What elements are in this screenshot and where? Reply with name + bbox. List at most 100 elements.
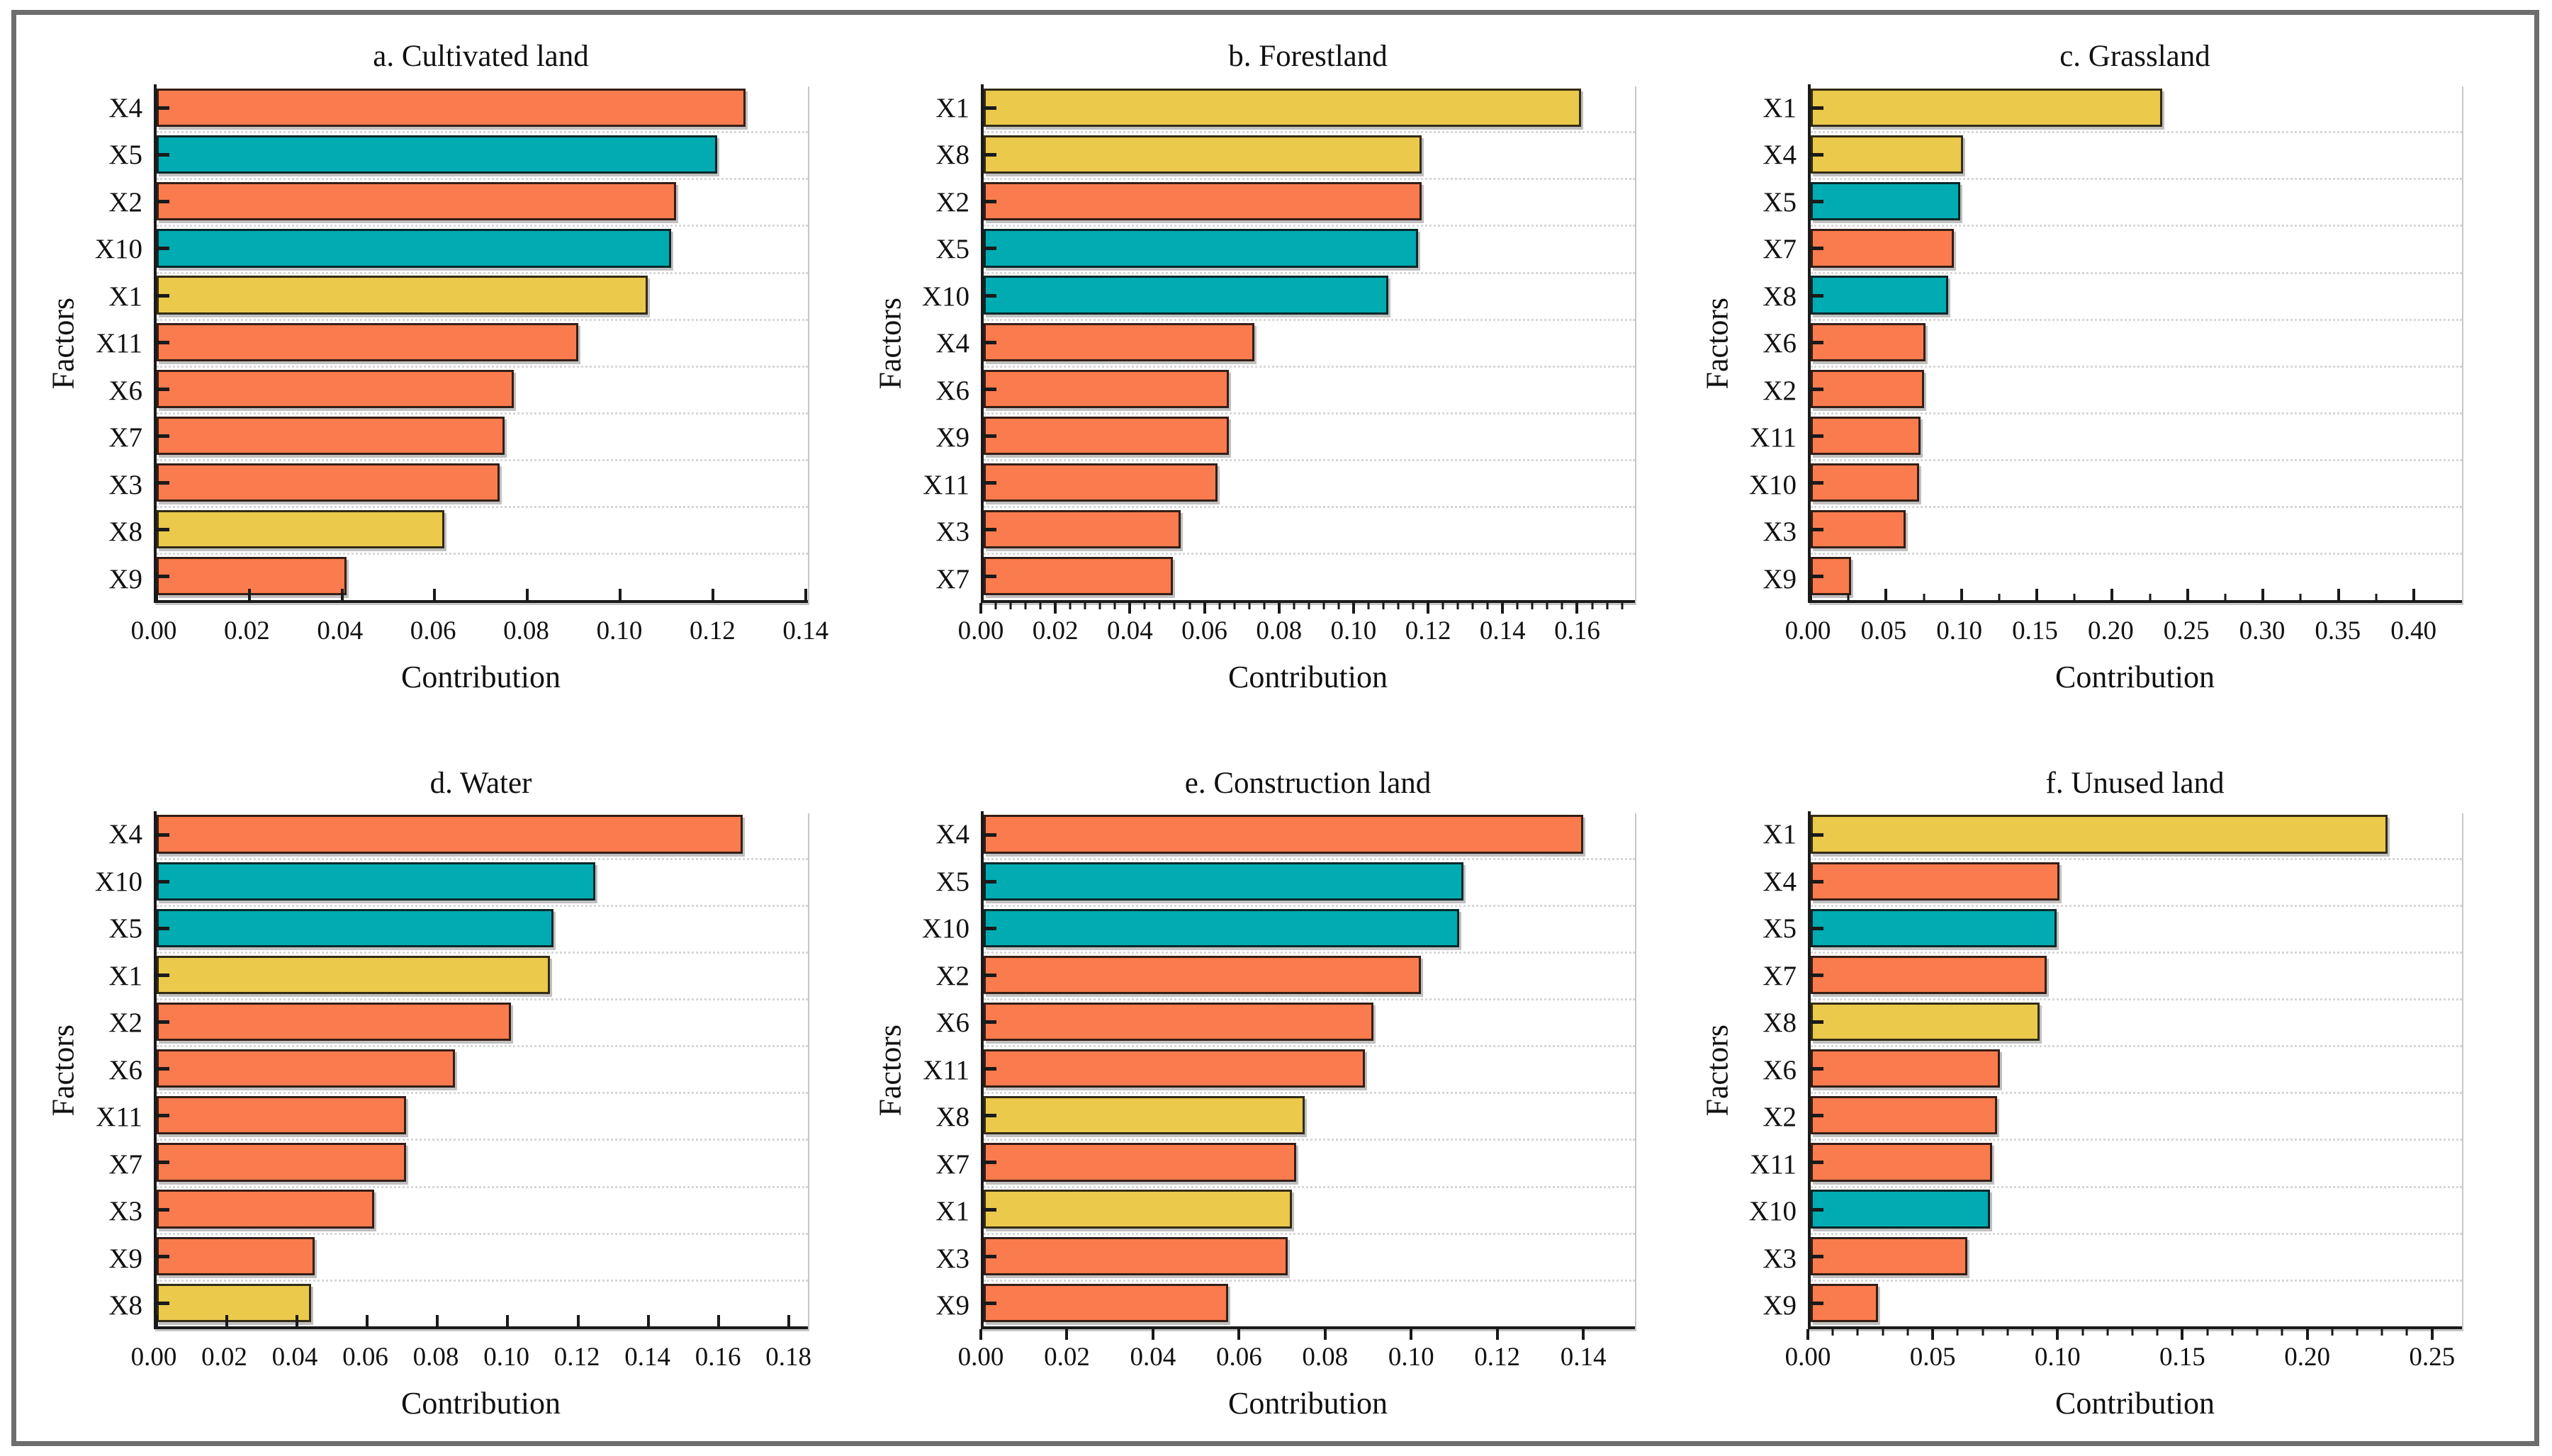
- bar-X10: [984, 276, 1388, 315]
- bar-row: [984, 1280, 1635, 1326]
- bar-X6: [1811, 322, 1926, 361]
- bar-X11: [984, 463, 1218, 502]
- x-tick-label: 0.06: [342, 1343, 388, 1372]
- y-tick: [1811, 528, 1823, 532]
- gridline: [984, 318, 1635, 321]
- x-major-tick: [247, 588, 251, 600]
- x-tick-label: 0.04: [271, 1343, 318, 1372]
- gridline: [1811, 1185, 2462, 1188]
- y-tick: [157, 293, 169, 298]
- y-tick: [1811, 106, 1823, 111]
- bar-row: [157, 1045, 808, 1092]
- x-tick-label: 0.05: [1860, 616, 1907, 645]
- bar-X11: [157, 322, 579, 361]
- y-tick: [157, 575, 169, 579]
- y-tick: [157, 340, 169, 344]
- y-tick: [984, 879, 996, 884]
- x-major-tick: [1495, 1329, 1499, 1340]
- x-major-tick: [1809, 588, 1812, 600]
- gridline: [1811, 904, 2462, 907]
- x-major-tick: [716, 1315, 720, 1326]
- x-major-tick: [787, 1315, 790, 1326]
- factor-tick-label: X7: [935, 1149, 969, 1180]
- factor-tick-label: X7: [108, 422, 142, 453]
- x-minor-tick: [1039, 602, 1042, 609]
- bar-X9: [984, 416, 1229, 456]
- x-minor-tick: [1982, 1329, 1984, 1336]
- x-minor-tick: [1906, 1329, 1909, 1336]
- bar-X4: [1811, 135, 1963, 174]
- y-tick: [157, 153, 169, 157]
- factor-tick-label: X8: [935, 140, 969, 171]
- x-major-tick: [1054, 602, 1057, 614]
- x-minor-tick: [2299, 593, 2302, 600]
- bar-X1: [157, 276, 648, 315]
- y-tick: [984, 575, 996, 579]
- bar-row: [984, 811, 1635, 858]
- y-tick: [1811, 247, 1823, 251]
- x-minor-tick: [1397, 602, 1400, 609]
- gridline: [157, 318, 808, 321]
- bar-X9: [157, 557, 347, 596]
- factor-tick-label: X8: [108, 517, 142, 548]
- y-tick: [984, 293, 996, 298]
- x-tick-label: 0.14: [782, 616, 829, 645]
- y-axis-label: Factors: [45, 297, 81, 390]
- gridline: [1811, 131, 2462, 134]
- y-tick: [1811, 434, 1823, 438]
- bar-X5: [157, 908, 553, 947]
- factor-tick-label: X10: [921, 281, 969, 312]
- y-tick: [1811, 575, 1823, 579]
- factor-tick-label: X6: [935, 1008, 969, 1039]
- bar-row: [984, 225, 1635, 271]
- x-minor-tick: [2331, 1329, 2334, 1336]
- y-tick: [157, 879, 169, 884]
- bar-row: [157, 319, 808, 366]
- gridline: [157, 553, 808, 555]
- bar-X4: [157, 88, 746, 128]
- bar-X8: [157, 510, 444, 549]
- gridline: [984, 131, 1635, 134]
- y-tick: [984, 1114, 996, 1118]
- x-tick-label: 0.08: [1256, 616, 1303, 645]
- gridline: [984, 1092, 1635, 1095]
- bar-X7: [984, 557, 1174, 596]
- x-major-tick: [1410, 1329, 1413, 1340]
- bar-row: [1811, 1280, 2462, 1326]
- x-minor-tick: [1591, 602, 1594, 609]
- gridline: [157, 459, 808, 462]
- gridline: [984, 271, 1635, 274]
- bar-row: [157, 366, 808, 412]
- x-major-tick: [2412, 588, 2415, 600]
- factor-tick-label: X2: [1763, 375, 1797, 406]
- y-tick: [984, 1207, 996, 1212]
- factor-tick-label: X6: [1763, 1054, 1797, 1085]
- x-axis: 0.00 0.02 0.04 0.06 0.08 0.10 0.12 0.14: [958, 1329, 1635, 1372]
- bar-X5: [1811, 908, 2057, 947]
- factor-labels-column: X1 X4 X5 X7 X8 X6 X2 X11 X10 X3 X9: [1736, 811, 1808, 1330]
- x-major-tick: [576, 1315, 580, 1326]
- gridline: [984, 951, 1635, 954]
- bar-row: [1811, 998, 2462, 1045]
- x-major-tick: [1884, 588, 1888, 600]
- bar-row: [984, 905, 1635, 952]
- gridline: [1811, 225, 2462, 227]
- x-axis-label: Contribution: [2055, 659, 2215, 694]
- x-major-tick: [2337, 588, 2340, 600]
- bar-X9: [984, 1283, 1228, 1322]
- x-tick-label: 0.25: [2409, 1343, 2456, 1372]
- y-tick: [157, 1114, 169, 1118]
- bar-row: [157, 272, 808, 319]
- y-tick: [984, 106, 996, 111]
- x-minor-tick: [2006, 1329, 2009, 1336]
- bar-row: [984, 412, 1635, 459]
- factor-tick-label: X11: [1750, 1149, 1797, 1180]
- bar-X10: [984, 908, 1460, 947]
- bar-X6: [984, 369, 1229, 408]
- gridline: [984, 1232, 1635, 1235]
- bar-X2: [1811, 369, 1924, 408]
- y-tick: [1811, 926, 1823, 930]
- gridline: [1811, 1279, 2462, 1282]
- x-minor-tick: [1173, 602, 1176, 609]
- bar-row: [984, 998, 1635, 1045]
